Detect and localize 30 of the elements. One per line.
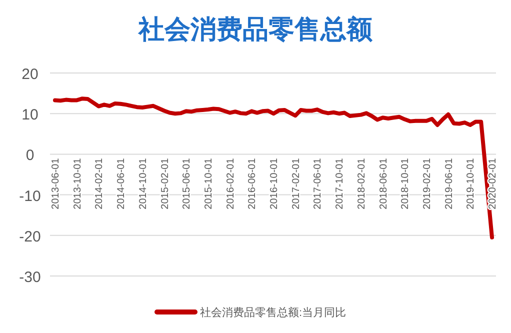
x-tick-label: 2016-10-01	[269, 158, 280, 210]
y-tick-label: 10	[22, 106, 38, 124]
x-tick-label: 2018-02-01	[356, 158, 368, 210]
x-tick-label: 2017-10-01	[334, 158, 346, 210]
x-tick-label: 2013-10-01	[72, 158, 84, 210]
legend-label: 社会消费品零售总额:当月同比	[200, 306, 346, 319]
x-tick-label: 2013-06-01	[50, 158, 62, 210]
x-tick-label: 2018-06-01	[378, 158, 390, 210]
y-tick-label: -30	[19, 269, 41, 286]
x-tick-label: 2016-02-01	[225, 158, 236, 210]
x-tick-label: 2019-02-01	[422, 158, 433, 210]
y-tick-label: -10	[19, 188, 41, 205]
y-tick-label: -20	[19, 228, 41, 246]
y-tick-label: 20	[22, 66, 38, 83]
x-tick-label: 2017-06-01	[312, 158, 324, 210]
x-tick-label: 2016-06-01	[247, 158, 258, 210]
x-tick-label: 2015-10-01	[203, 158, 214, 210]
x-tick-label: 2020-02-01	[488, 158, 498, 210]
x-tick-label: 2015-06-01	[182, 158, 193, 210]
chart-title: 社会消费品零售总额	[138, 14, 374, 44]
y-tick-label: 0	[26, 147, 34, 164]
x-tick-label: 2019-06-01	[444, 158, 455, 210]
x-tick-label: 2014-10-01	[138, 158, 149, 210]
line-series	[53, 96, 494, 240]
x-tick-label: 2014-06-01	[116, 158, 128, 210]
x-tick-label: 2017-02-01	[290, 158, 302, 210]
x-tick-label: 2019-10-01	[466, 158, 477, 210]
x-tick-label: 2014-02-01	[94, 158, 106, 210]
x-tick-label: 2015-02-01	[160, 158, 171, 210]
x-tick-label: 2018-10-01	[400, 158, 412, 210]
